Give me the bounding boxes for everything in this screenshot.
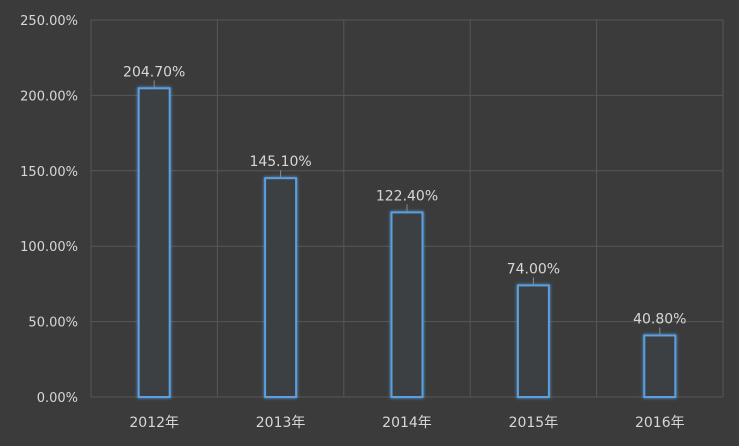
y-tick-label: 100.00% [20, 240, 78, 255]
x-tick-label: 2013年 [256, 415, 306, 431]
bar-2016年 [643, 334, 677, 399]
y-tick-label: 0.00% [37, 391, 78, 406]
gridlines [90, 19, 724, 398]
labels: 0.00% 50.00% 100.00% 150.00% 200.00% 250.00% 2… [20, 14, 686, 431]
y-tick-label: 200.00% [20, 89, 78, 104]
bar-2012年 [137, 87, 171, 398]
data-label: 122.40% [376, 188, 438, 204]
data-label: 204.70% [123, 64, 185, 80]
x-tick-label: 2015年 [509, 415, 559, 431]
x-tick-label: 2016年 [635, 415, 685, 431]
bar-2014年 [390, 211, 424, 398]
y-tick-label: 250.00% [20, 14, 78, 29]
y-tick-label: 50.00% [28, 316, 78, 331]
bar-2013年 [264, 177, 298, 398]
bars [137, 87, 677, 399]
data-label: 74.00% [507, 261, 560, 277]
data-label: 40.80% [633, 311, 686, 327]
y-tick-label: 150.00% [20, 165, 78, 180]
x-tick-label: 2012年 [129, 415, 179, 431]
x-tick-label: 2014年 [382, 415, 432, 431]
data-label: 145.10% [249, 154, 311, 170]
bar-2015年 [516, 284, 550, 398]
